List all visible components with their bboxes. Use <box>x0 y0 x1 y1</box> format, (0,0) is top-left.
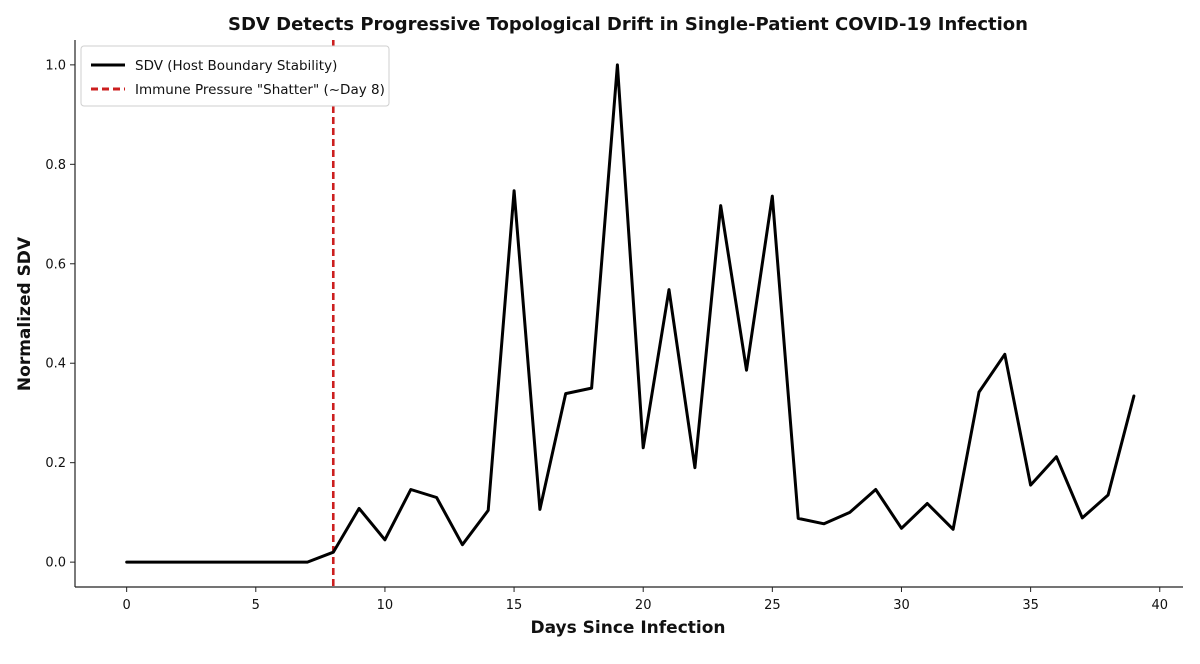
x-tick-label: 20 <box>635 598 652 613</box>
y-tick-label: 0.2 <box>45 456 66 471</box>
y-tick-label: 1.0 <box>45 58 66 73</box>
x-axis-label: Days Since Infection <box>530 618 725 638</box>
legend: SDV (Host Boundary Stability) Immune Pres… <box>80 45 390 107</box>
y-tick-label: 0.8 <box>45 158 66 173</box>
y-tick-label: 0.4 <box>45 357 66 372</box>
series-line <box>125 63 1136 564</box>
axes <box>74 40 1183 588</box>
series <box>125 40 1136 587</box>
y-axis-label: Normalized SDV <box>15 236 35 391</box>
x-tick-label: 10 <box>377 598 394 613</box>
y-tick-label: 0.0 <box>45 556 66 571</box>
ticks: 0 5 10 15 20 25 30 35 40 0.0 0.2 0.4 0.6 0.8 1.0 <box>45 58 1168 613</box>
y-tick-label: 0.6 <box>45 257 66 272</box>
x-tick-label: 40 <box>1151 598 1168 613</box>
chart-title: SDV Detects Progressive Topological Drif… <box>228 14 1028 35</box>
legend-box <box>80 45 390 107</box>
x-tick-label: 35 <box>1022 598 1039 613</box>
x-tick-label: 5 <box>252 598 260 613</box>
x-tick-label: 30 <box>893 598 910 613</box>
x-tick-label: 15 <box>506 598 523 613</box>
legend-entry-label: SDV (Host Boundary Stability) <box>135 58 337 74</box>
x-tick-label: 25 <box>764 598 781 613</box>
legend-entry-label: Immune Pressure "Shatter" (~Day 8) <box>135 82 385 98</box>
x-tick-label: 0 <box>123 598 131 613</box>
